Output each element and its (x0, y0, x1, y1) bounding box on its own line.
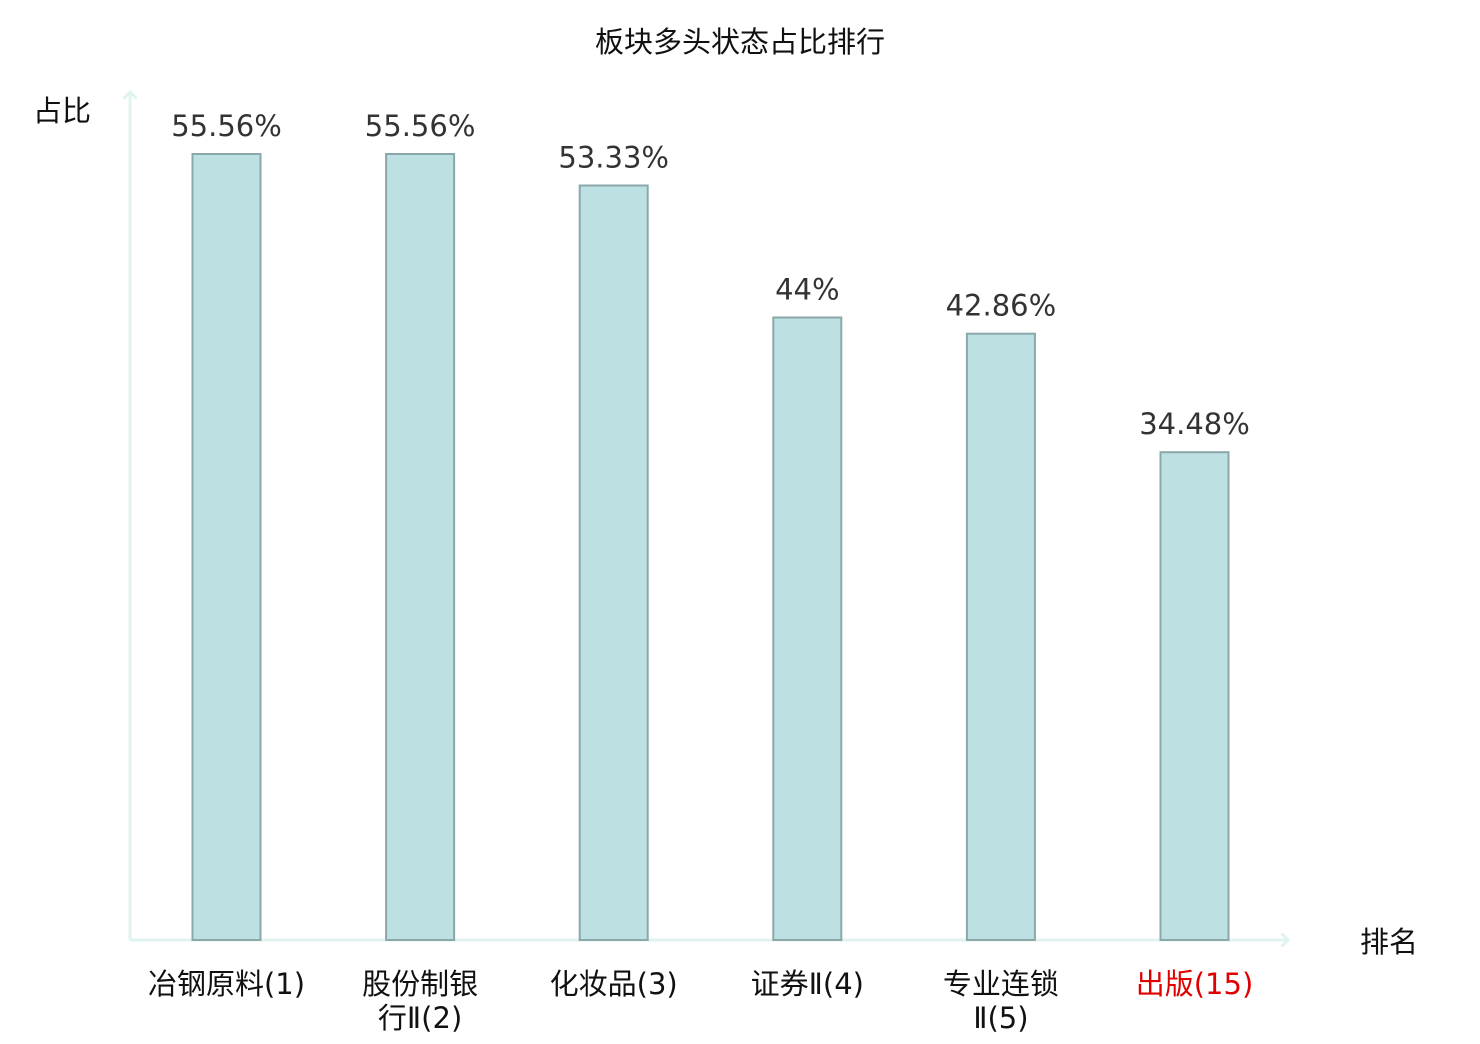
bars-group (191, 153, 1230, 941)
category-label-2-line-2: 行Ⅱ(2) (378, 1001, 462, 1035)
y-axis-label: 占比 (33, 94, 91, 128)
bar-2 (385, 153, 456, 941)
bar-4 (772, 316, 843, 941)
category-label-4: 证券Ⅱ(4) (751, 967, 864, 1001)
value-label-4: 44% (775, 273, 839, 307)
bar-3 (578, 184, 649, 941)
x-axis-label: 排名 (1360, 925, 1418, 959)
value-label-1: 55.56% (171, 109, 282, 143)
bar-6 (1159, 451, 1230, 941)
value-label-2: 55.56% (365, 109, 476, 143)
category-label-1: 冶钢原料(1) (148, 967, 305, 1001)
category-label-2-line-1: 股份制银 (362, 967, 478, 1001)
value-label-3: 53.33% (558, 141, 669, 175)
category-label-5-line-2: Ⅱ(5) (973, 1001, 1028, 1035)
bar-1 (191, 153, 262, 941)
category-label-6: 出版(15) (1136, 967, 1254, 1001)
chart-title: 板块多头状态占比排行 (595, 25, 885, 59)
category-label-5-line-1: 专业连锁 (943, 967, 1059, 1001)
value-labels-group: 55.56% 55.56% 53.33% 44% 42.86% 34.48% (171, 109, 1250, 441)
bar-5 (965, 332, 1036, 941)
value-label-5: 42.86% (946, 289, 1057, 323)
category-label-3: 化妆品(3) (550, 967, 678, 1001)
value-label-6: 34.48% (1139, 407, 1250, 441)
